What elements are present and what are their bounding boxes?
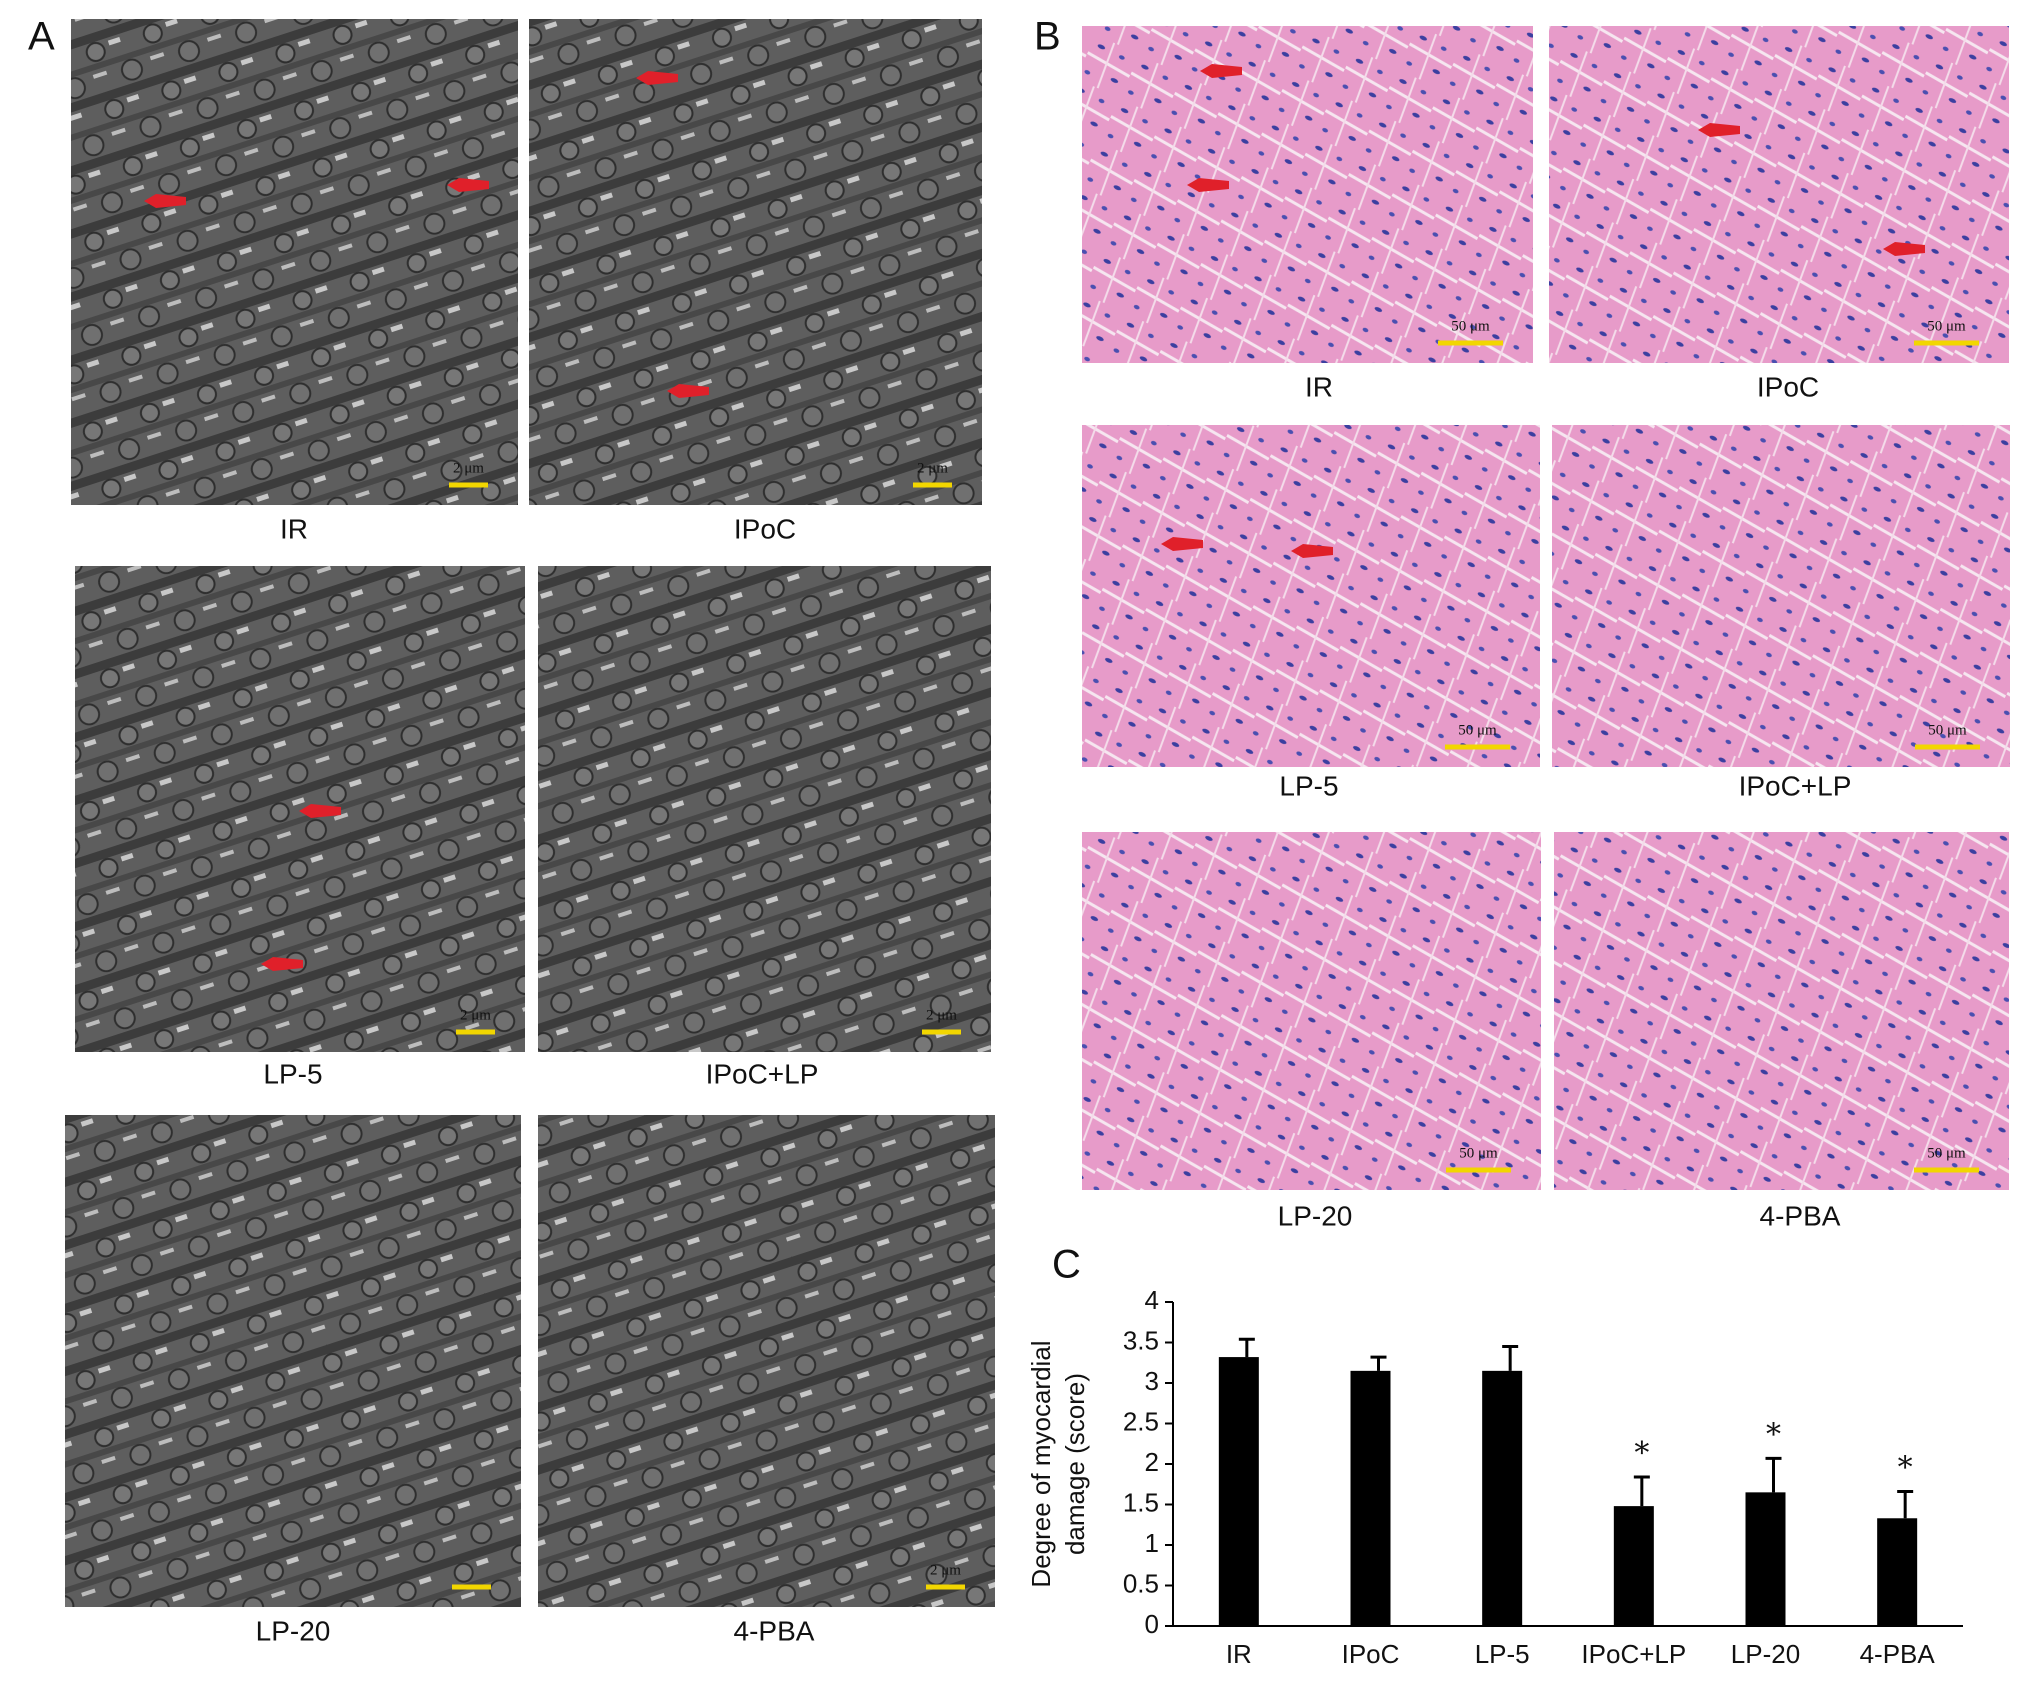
significance: * — [1898, 1451, 1913, 1486]
bar — [1877, 1518, 1918, 1626]
micrograph — [538, 1115, 995, 1607]
arrow — [1698, 123, 1740, 137]
arrow — [667, 384, 709, 398]
arrow — [1883, 242, 1925, 256]
panel-label: C — [1052, 1243, 1081, 1287]
y-tick-label: 3 — [1145, 1366, 1159, 1396]
caption: IPoC — [1757, 371, 1819, 402]
caption: LP-5 — [1279, 770, 1338, 801]
error-bar — [1238, 1337, 1255, 1358]
y-tick-label: 2 — [1145, 1447, 1159, 1477]
micrograph — [1082, 425, 1540, 767]
panel-label: A — [28, 15, 55, 59]
scale-bar-label: 50 μm — [1459, 1145, 1498, 1161]
error-bar — [1765, 1456, 1782, 1493]
micrograph — [1549, 26, 2009, 363]
scale-bar-label: 50 μm — [1927, 1145, 1966, 1161]
scale-bar-label: 2 μm — [453, 460, 484, 476]
y-axis-label: damage (score) — [1060, 1373, 1090, 1555]
arrow — [447, 178, 489, 192]
scale-bar-label: 2 μm — [917, 460, 948, 476]
caption: IR — [1305, 371, 1333, 402]
significance: * — [1634, 1436, 1649, 1471]
caption: LP-5 — [263, 1058, 322, 1089]
arrow — [299, 804, 341, 818]
caption: 4-PBA — [734, 1615, 815, 1646]
x-tick-label: IPoC — [1342, 1639, 1400, 1669]
arrow — [144, 194, 186, 208]
arrow — [261, 957, 303, 971]
bar — [1482, 1370, 1523, 1626]
scale-bar-label: 50 μm — [1451, 318, 1490, 334]
caption: 4-PBA — [1760, 1200, 1841, 1231]
micrograph — [71, 19, 518, 505]
micrograph — [65, 1115, 521, 1607]
bar — [1218, 1357, 1259, 1626]
caption: IPoC+LP — [706, 1058, 819, 1089]
caption: LP-20 — [256, 1615, 331, 1646]
x-tick-label: IR — [1226, 1639, 1252, 1669]
arrow — [1187, 178, 1229, 192]
caption: LP-20 — [1278, 1200, 1353, 1231]
scale-bar-label: 50 μm — [1458, 722, 1497, 738]
micrograph — [1552, 425, 2010, 767]
caption: IPoC — [734, 513, 796, 544]
micrograph — [538, 566, 991, 1052]
y-tick-label: 0.5 — [1123, 1568, 1159, 1598]
caption: IR — [280, 513, 308, 544]
scale-bar-label: 50 μm — [1927, 318, 1966, 334]
significance: * — [1766, 1417, 1781, 1452]
scale-bar-label: 2 μm — [930, 1562, 961, 1578]
arrow — [1200, 64, 1242, 78]
error-bar — [1897, 1490, 1914, 1519]
y-tick-label: 2.5 — [1123, 1406, 1159, 1436]
arrow — [1291, 544, 1333, 558]
x-tick-label: 4-PBA — [1860, 1639, 1936, 1669]
arrow — [636, 71, 678, 85]
y-tick-label: 1 — [1145, 1528, 1159, 1558]
y-tick-label: 4 — [1145, 1285, 1159, 1315]
scale-bar-label: 2 μm — [460, 1007, 491, 1023]
y-tick-label: 0 — [1145, 1609, 1159, 1639]
scale-bar-label: 2 μm — [926, 1007, 957, 1023]
error-bar — [1370, 1355, 1387, 1371]
y-axis-label: Degree of myocardial — [1026, 1340, 1056, 1587]
bar — [1745, 1492, 1786, 1626]
micrograph — [529, 19, 982, 505]
micrograph — [1082, 832, 1541, 1190]
bar — [1350, 1370, 1391, 1626]
scale-bar-label: 50 μm — [1928, 722, 1967, 738]
y-tick-label: 3.5 — [1123, 1325, 1159, 1355]
x-tick-label: LP-5 — [1475, 1639, 1530, 1669]
micrograph — [75, 566, 525, 1052]
caption: IPoC+LP — [1739, 770, 1852, 801]
bar — [1613, 1506, 1654, 1626]
error-bar — [1502, 1345, 1519, 1371]
micrograph — [1082, 26, 1533, 363]
error-bar — [1633, 1475, 1650, 1507]
arrow — [1161, 537, 1203, 551]
x-tick-label: LP-20 — [1731, 1639, 1800, 1669]
y-tick-label: 1.5 — [1123, 1487, 1159, 1517]
micrograph — [1554, 832, 2009, 1190]
panel-label: B — [1034, 15, 1061, 59]
x-tick-label: IPoC+LP — [1581, 1639, 1686, 1669]
